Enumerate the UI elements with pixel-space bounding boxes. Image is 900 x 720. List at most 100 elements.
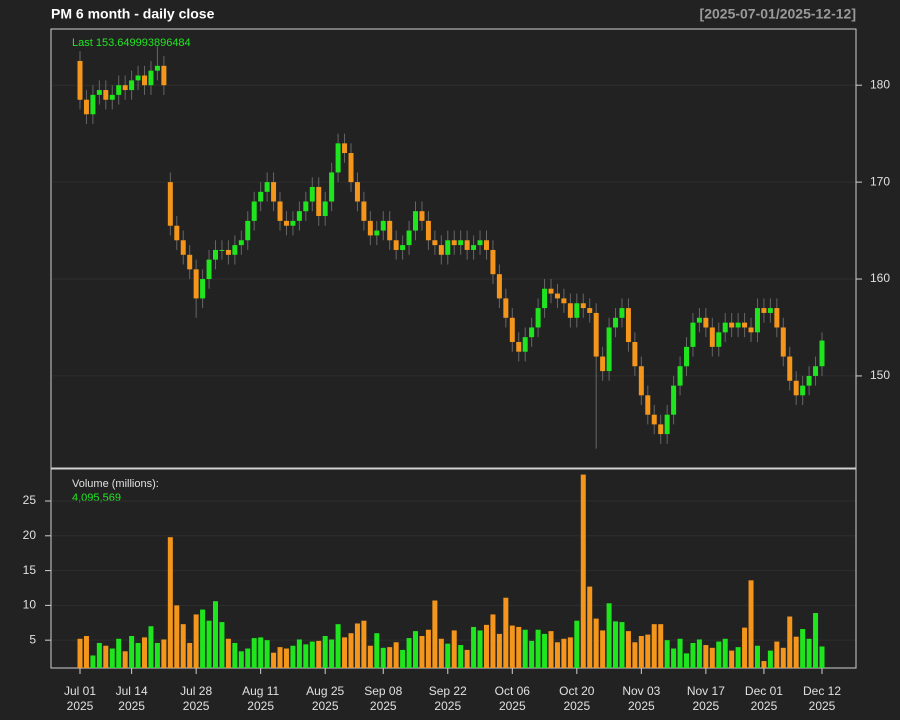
- candle-body: [393, 240, 399, 250]
- candle-body: [767, 308, 773, 313]
- candle-body: [187, 254, 193, 270]
- candle-body: [290, 220, 296, 226]
- candle-body: [483, 240, 489, 250]
- volume-bar: [200, 609, 206, 668]
- volume-bar: [800, 629, 806, 668]
- x-tick-label: Nov 17: [687, 684, 725, 698]
- candle-body: [380, 220, 386, 231]
- volume-bar: [606, 603, 612, 668]
- candle-body: [606, 327, 612, 372]
- candle-body: [129, 80, 135, 91]
- x-tick-label: Dec 01: [745, 684, 783, 698]
- candle-body: [535, 308, 541, 328]
- volume-bar: [819, 646, 825, 668]
- volume-bar: [374, 633, 380, 668]
- x-tick-label: 2025: [67, 699, 94, 713]
- volume-bar: [742, 627, 748, 668]
- volume-bar: [735, 647, 741, 668]
- y-tick-label: 10: [23, 598, 37, 612]
- x-tick-label: 2025: [434, 699, 461, 713]
- y-tick-label: 20: [23, 528, 37, 542]
- grid: [52, 84, 855, 641]
- volume-bar: [367, 645, 373, 668]
- candle-body: [748, 327, 754, 333]
- candle-body: [316, 186, 322, 217]
- x-tick-label: 2025: [312, 699, 339, 713]
- candle-body: [200, 279, 206, 299]
- candle-body: [225, 249, 231, 255]
- volume-bar: [129, 635, 135, 668]
- candle-body: [761, 308, 767, 313]
- candle-body: [787, 356, 793, 381]
- candle-body: [651, 414, 657, 425]
- y-tick-label: 180: [870, 77, 890, 91]
- candle-body: [754, 308, 760, 333]
- volume-bar: [225, 638, 231, 668]
- volume-bar: [83, 635, 89, 668]
- x-tick-label: Aug 25: [306, 684, 344, 698]
- volume-bar: [296, 639, 302, 668]
- candle-body: [625, 308, 631, 343]
- candle-body: [413, 211, 419, 231]
- candle-body: [800, 385, 806, 396]
- volume-bar: [729, 650, 735, 668]
- candle-body: [361, 201, 367, 221]
- candle-body: [238, 240, 244, 246]
- volume-bar: [342, 637, 348, 668]
- volume-bar: [554, 642, 560, 668]
- volume-bar: [174, 605, 180, 668]
- candle-body: [322, 201, 328, 217]
- volume-bar: [142, 637, 148, 668]
- candle-body: [522, 337, 528, 352]
- candle-body: [793, 380, 799, 396]
- candle-body: [122, 85, 128, 91]
- candle-body: [367, 220, 373, 236]
- candle-body: [780, 327, 786, 357]
- volume-bar: [419, 635, 425, 668]
- x-tick-label: Dec 12: [803, 684, 841, 698]
- volume-bar: [316, 640, 322, 668]
- volume-bar: [787, 616, 793, 668]
- candle-body: [690, 322, 696, 347]
- volume-bar: [193, 614, 199, 668]
- last-price-label: Last 153.649993896484: [72, 37, 191, 49]
- candle-body: [774, 308, 780, 328]
- volume-bar: [380, 647, 386, 668]
- x-tick-label: 2025: [751, 699, 778, 713]
- chart-title: PM 6 month - daily close: [51, 6, 215, 22]
- volume-bar: [483, 624, 489, 668]
- candle-body: [271, 182, 277, 202]
- volume-bar: [232, 642, 238, 668]
- candle-body: [406, 230, 412, 246]
- candle-body: [587, 308, 593, 313]
- candle-body: [219, 249, 225, 251]
- candle-body: [729, 322, 735, 328]
- last-volume-label: 4,095,569: [72, 492, 121, 504]
- candle-body: [400, 245, 406, 250]
- volume-bar: [361, 620, 367, 668]
- x-tick-label: 2025: [809, 699, 836, 713]
- candle-body: [432, 240, 438, 246]
- candle-body: [154, 65, 160, 71]
- candle-body: [193, 269, 199, 299]
- date-range: [2025-07-01/2025-12-12]: [700, 6, 856, 22]
- volume-bar: [503, 597, 509, 668]
- candle-body: [509, 317, 515, 343]
- volume-bar: [400, 649, 406, 668]
- x-tick-label: 2025: [628, 699, 655, 713]
- candle-body: [709, 327, 715, 347]
- candle-body: [554, 293, 560, 299]
- volume-bar: [671, 648, 677, 668]
- candle-body: [677, 366, 683, 386]
- candle-body: [83, 99, 89, 115]
- volume-bar: [645, 634, 651, 668]
- volume-bar: [516, 626, 522, 668]
- volume-bar: [348, 633, 354, 668]
- candle-body: [735, 322, 741, 328]
- volume-bar: [690, 642, 696, 668]
- candle-body: [296, 211, 302, 221]
- volume-bar: [548, 631, 554, 668]
- candle-body: [580, 303, 586, 309]
- volume-bar: [458, 645, 464, 668]
